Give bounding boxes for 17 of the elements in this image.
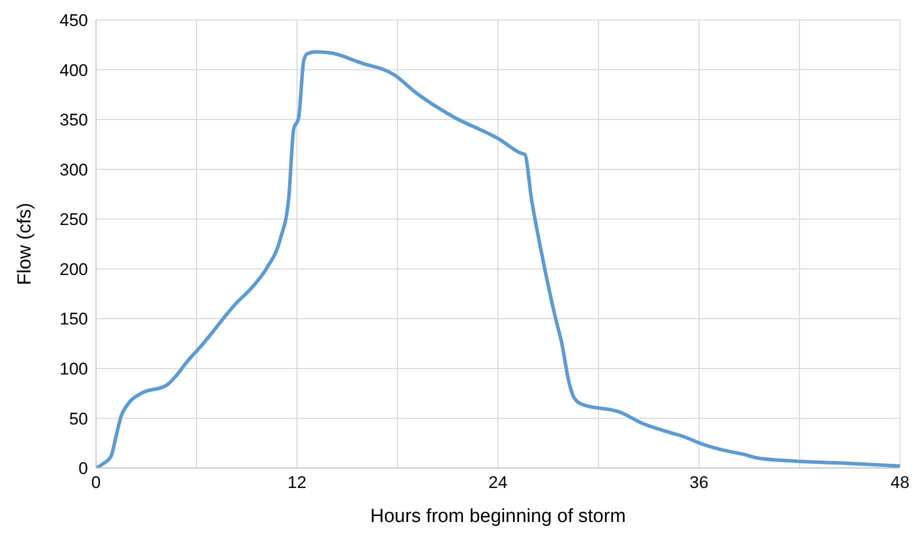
y-tick-label: 200 — [60, 260, 88, 279]
y-tick-label: 300 — [60, 160, 88, 180]
x-tick-label: 24 — [488, 473, 508, 492]
y-tick-label: 250 — [60, 210, 88, 230]
x-axis-title: Hours from beginning of storm — [370, 506, 626, 527]
x-tick-label: 36 — [690, 473, 708, 492]
x-tick-label: 48 — [890, 473, 910, 492]
x-tick-label: 0 — [91, 473, 101, 492]
y-tick-label: 350 — [60, 110, 88, 130]
y-axis-title: Flow (cfs) — [14, 202, 36, 286]
y-tick-label: 50 — [69, 409, 88, 428]
x-tick-label: 12 — [288, 473, 306, 492]
y-tick-label: 150 — [60, 310, 88, 329]
y-tick-label: 0 — [78, 459, 88, 478]
y-tick-label: 400 — [60, 60, 88, 80]
y-tick-label: 450 — [60, 11, 88, 30]
y-tick-label: 100 — [60, 359, 88, 378]
